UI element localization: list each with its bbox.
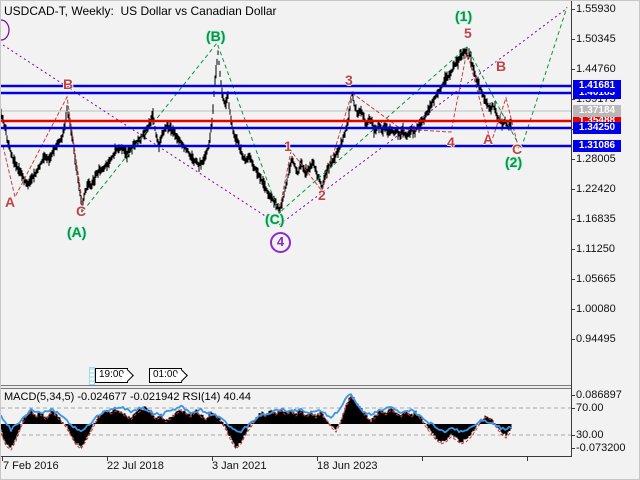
price-axis-tick: [571, 339, 575, 340]
macd-axis-label: 0.086897: [576, 389, 622, 401]
macd-signal-line: [1, 396, 512, 451]
wave-label-3: 3: [345, 72, 353, 88]
wave-label-A: A: [483, 131, 494, 147]
price-badge-1.41681: 1.41681: [573, 80, 621, 92]
price-badge-1.34250: 1.34250: [573, 122, 621, 134]
price-axis-label: 1.28005: [576, 153, 616, 165]
wave-label-1: 1: [284, 138, 292, 154]
date-axis-tick: [2, 457, 3, 461]
wave-label-2: 2: [318, 187, 326, 203]
wave-label-C: C: [512, 141, 523, 157]
date-axis-label: 22 Jul 2018: [107, 460, 164, 472]
wave-label-C: C: [76, 203, 87, 219]
price-axis-label: 1.00080: [576, 303, 616, 315]
green-wave-channel: [82, 6, 568, 214]
price-axis-tick: [571, 279, 575, 280]
price-axis-label: 1.22420: [576, 183, 616, 195]
price-axis-tick: [571, 39, 575, 40]
date-axis-label: 3 Jan 2021: [212, 460, 267, 472]
macd-pane-bottom-border: [1, 456, 571, 457]
date-axis-label: 18 Jun 2023: [317, 460, 378, 472]
wave-label-pAp: (A): [67, 224, 87, 240]
wave-label-5: 5: [464, 25, 472, 41]
time-flag-19-00[interactable]: 19:00: [95, 368, 129, 383]
price-bars-series: [1, 47, 512, 214]
macd-indicator-pane[interactable]: [1, 389, 571, 456]
wave-label-pCp: (C): [265, 211, 285, 227]
rsi-line: [1, 393, 512, 434]
pane-divider[interactable]: [1, 385, 571, 389]
date-axis-tick: [212, 457, 213, 461]
circled-wave-4-label: 4: [270, 232, 291, 253]
price-axis-label: 1.05665: [576, 273, 616, 285]
price-axis-tick: [571, 69, 575, 70]
price-axis-tick: [571, 9, 575, 10]
wave-label-4: 4: [447, 134, 455, 150]
wave-label-p1p: (1): [455, 8, 473, 24]
price-axis-label: 1.44760: [576, 63, 616, 75]
date-axis-tick: [422, 457, 423, 461]
chart-title: USDCAD-T, Weekly: US Dollar vs Canadian …: [4, 4, 277, 18]
wave-label-B: B: [496, 58, 507, 74]
date-axis-tick: [527, 457, 528, 461]
price-axis-label: 1.50345: [576, 33, 616, 45]
price-axis-label: 1.55930: [576, 3, 616, 15]
price-axis-label: 1.11250: [576, 243, 615, 255]
purple-ellipse-marker: [1, 19, 10, 41]
price-axis-tick: [571, 219, 575, 220]
price-axis-tick: [571, 249, 575, 250]
date-axis-label: 7 Feb 2016: [3, 460, 59, 472]
macd-axis-tick: [571, 435, 575, 436]
macd-canvas[interactable]: [1, 389, 571, 456]
price-chart-canvas[interactable]: [1, 1, 571, 385]
wave-label-A: A: [5, 194, 16, 210]
date-axis-tick: [107, 457, 108, 461]
macd-axis-label: -0.073200: [576, 442, 626, 454]
macd-axis-tick: [571, 448, 575, 449]
wave-label-pBp: (B): [206, 28, 226, 44]
date-axis-tick: [317, 457, 318, 461]
price-axis-tick: [571, 189, 575, 190]
price-axis-separator: [571, 1, 572, 457]
price-badge-1.37184: 1.37184: [573, 105, 621, 117]
macd-axis-label: 30.00: [576, 429, 604, 441]
price-chart-pane[interactable]: USDCAD-T, Weekly: US Dollar vs Canadian …: [1, 1, 571, 385]
macd-axis-tick: [571, 395, 575, 396]
macd-histogram: [1, 395, 512, 449]
price-badge-1.31086: 1.31086: [573, 140, 621, 152]
price-axis-tick: [571, 159, 575, 160]
wave-label-p2p: (2): [505, 154, 523, 170]
macd-axis-label: 70.00: [576, 402, 604, 414]
red-wave-line-abc: [2, 95, 84, 208]
wave-label-B: B: [63, 76, 74, 92]
price-axis-tick: [571, 309, 575, 310]
price-axis-label: 1.16835: [576, 213, 616, 225]
price-axis-label: 0.94495: [576, 333, 616, 345]
macd-axis-tick: [571, 408, 575, 409]
time-flag-01-00[interactable]: 01:00: [149, 368, 183, 383]
macd-indicator-label: MACD(5,34,5) -0.024677 -0.021942 RSI(14)…: [4, 391, 252, 403]
price-axis-tick: [571, 99, 575, 100]
